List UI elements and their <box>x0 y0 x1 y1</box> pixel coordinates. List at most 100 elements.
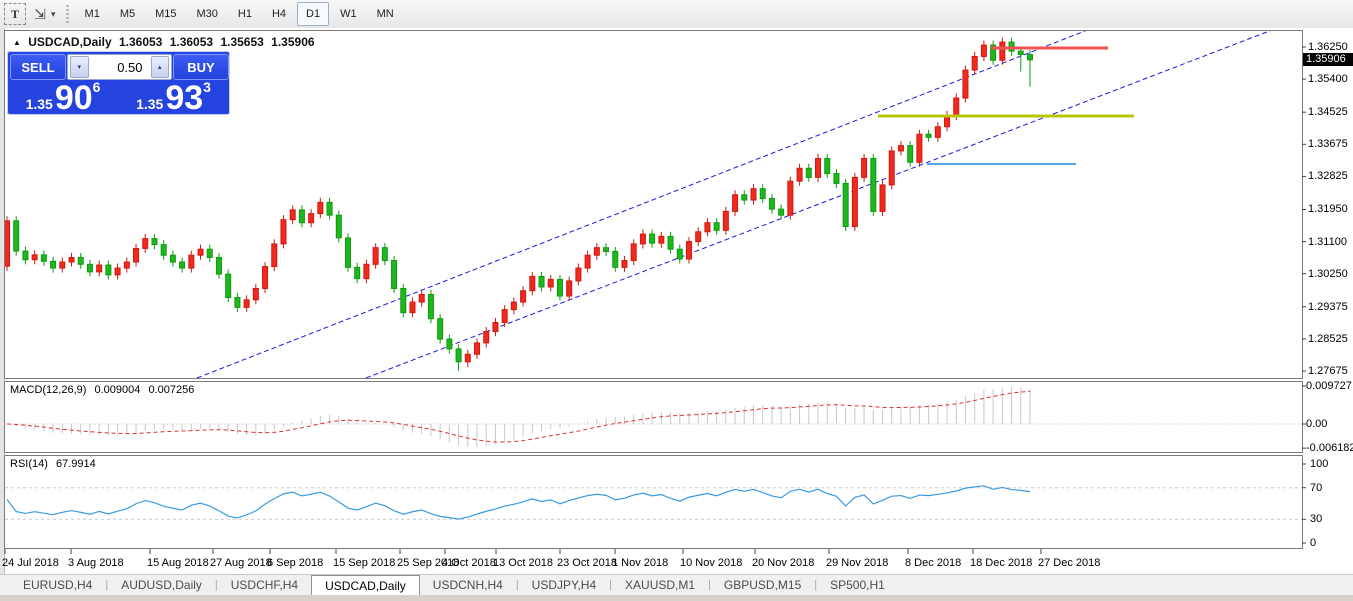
rsi-name: RSI(14) <box>10 458 48 470</box>
axis-ticks <box>4 46 1306 554</box>
date-axis-label: 29 Nov 2018 <box>826 557 889 569</box>
tab-separator: | <box>708 579 711 591</box>
timeframe-h4[interactable]: H4 <box>271 8 287 20</box>
date-axis-label: 23 Oct 2018 <box>557 557 617 569</box>
window-bottom-frame <box>0 595 1353 601</box>
price-pane-border <box>4 30 1303 379</box>
price-axis-label: 1.27675 <box>1308 365 1348 378</box>
date-axis-label: 13 Oct 2018 <box>493 557 553 569</box>
date-axis-label: 20 Nov 2018 <box>752 557 815 569</box>
tab-usdcad-daily[interactable]: USDCAD,Daily <box>311 575 420 595</box>
macd-label: MACD(12,26,9) 0.009004 0.007256 <box>10 384 199 396</box>
volume-increase-button[interactable]: ▴ <box>150 56 169 78</box>
date-axis-label: 8 Dec 2018 <box>905 557 962 569</box>
timeframe-m15[interactable]: M15 <box>155 8 177 20</box>
tab-gbpusd-m15[interactable]: GBPUSD,M15 <box>723 578 802 592</box>
ohlc-high: 1.36053 <box>169 35 214 49</box>
objects-arrows-icon[interactable]: ⇲ <box>34 5 46 22</box>
buy-button[interactable]: BUY <box>173 54 229 80</box>
tab-separator: | <box>105 579 109 591</box>
tab-separator: | <box>814 579 818 591</box>
tab-audusd-daily[interactable]: AUDUSD,Daily <box>121 578 202 592</box>
timeframe-h1[interactable]: H1 <box>237 8 252 20</box>
tab-xauusd-m1[interactable]: XAUUSD,M1 <box>625 578 696 592</box>
timeframe-mn[interactable]: MN <box>376 8 394 20</box>
rsi-axis-label: 100 <box>1310 458 1329 470</box>
macd-axis-label: -0.006182 <box>1306 442 1353 455</box>
tab-usdjpy-h4[interactable]: USDJPY,H4 <box>531 578 597 592</box>
price-axis-label: 1.31100 <box>1308 235 1347 248</box>
tab-separator: | <box>609 579 613 591</box>
macd-name: MACD(12,26,9) <box>10 384 87 396</box>
rsi-pane-border <box>4 455 1303 549</box>
tab-usdcnh-h4[interactable]: USDCNH,H4 <box>432 578 503 592</box>
toolbar-grip <box>65 5 69 23</box>
macd-axis-label: 0.009727 <box>1306 380 1352 392</box>
price-axis-label: 1.31950 <box>1308 203 1348 216</box>
price-axis-label: 1.29375 <box>1308 300 1348 313</box>
date-axis-label: 6 Sep 2018 <box>267 557 324 569</box>
rsi-axis-label: 0 <box>1310 537 1317 549</box>
timeframe-m30[interactable]: M30 <box>196 8 218 20</box>
date-axis-label: 10 Nov 2018 <box>680 557 743 569</box>
sell-price-pips: 90 <box>54 79 93 117</box>
macd-axis-label: 0.00 <box>1306 418 1328 430</box>
chart-title: ▲ USDCAD,Daily 1.36053 1.36053 1.35653 1… <box>13 35 319 49</box>
buy-price-pips: 93 <box>165 79 204 117</box>
text-label-tool-icon[interactable]: T <box>4 3 26 25</box>
trendlines[interactable] <box>196 29 1272 378</box>
date-axis-label: 25 Sep 2018 <box>397 557 460 569</box>
volume-input[interactable] <box>90 58 149 76</box>
tab-usdchf-h4[interactable]: USDCHF,H4 <box>230 578 299 592</box>
tab-separator: | <box>515 579 519 591</box>
chevron-down-icon[interactable]: ▾ <box>51 8 56 19</box>
tab-sp500-h1[interactable]: SP500,H1 <box>830 578 885 592</box>
volume-box: ▾ ▴ <box>67 54 172 80</box>
price-axis-label: 1.30250 <box>1308 267 1348 280</box>
chart-symbol: USDCAD,Daily <box>28 35 112 49</box>
macd-signal-line <box>6 390 1031 443</box>
timeframe-m5[interactable]: M5 <box>119 8 136 20</box>
sell-price-base: 1.35 <box>25 96 53 112</box>
price-axis-label: 1.35400 <box>1308 73 1348 86</box>
timeframe-w1[interactable]: W1 <box>340 8 357 20</box>
price-axis-label: 1.28525 <box>1308 332 1348 345</box>
tab-separator: | <box>214 579 218 591</box>
one-click-trading-panel: SELL ▾ ▴ BUY 1.35 90 6 1.35 93 3 <box>7 51 230 115</box>
channel-lower[interactable] <box>365 30 1272 378</box>
date-axis-label: 27 Aug 2018 <box>210 557 272 569</box>
ohlc-close: 1.35906 <box>271 35 315 49</box>
price-axis-label: 1.33675 <box>1308 138 1348 151</box>
buy-price[interactable]: 1.35 93 3 <box>120 79 227 117</box>
timeframe-m1[interactable]: M1 <box>84 8 100 20</box>
date-axis-label: 18 Dec 2018 <box>970 557 1033 569</box>
timeframe-toolbar: T ⇲ ▾ M1 M5 M15 M30 H1 H4 D1 W1 MN <box>0 0 1353 29</box>
sell-price[interactable]: 1.35 90 6 <box>10 79 116 117</box>
rsi-label: RSI(14) 67.9914 <box>10 458 101 470</box>
macd-pane-border <box>4 381 1303 453</box>
timeframe-d1[interactable]: D1 <box>297 2 330 26</box>
sell-price-point: 6 <box>92 79 101 95</box>
price-axis-label: 1.32825 <box>1308 170 1348 183</box>
rsi-line <box>6 485 1031 520</box>
date-axis-label: 15 Sep 2018 <box>333 557 396 569</box>
ohlc-low: 1.35653 <box>220 35 264 49</box>
date-axis-label: 3 Aug 2018 <box>68 557 124 569</box>
date-axis-label: 4 Oct 2018 <box>442 557 496 569</box>
price-axis-label: 1.34525 <box>1308 106 1348 119</box>
buy-price-point: 3 <box>203 79 211 95</box>
window-collapse-icon: ▲ <box>13 38 21 47</box>
rsi-axis-label: 70 <box>1310 481 1323 494</box>
date-axis-label: 1 Nov 2018 <box>612 557 669 569</box>
chart-window <box>0 28 1353 574</box>
timeframe-buttons: M1 M5 M15 M30 H1 H4 D1 W1 MN <box>75 2 404 26</box>
volume-decrease-button[interactable]: ▾ <box>70 56 89 78</box>
ohlc-open: 1.36053 <box>118 35 163 49</box>
sell-button[interactable]: SELL <box>10 54 66 80</box>
date-axis-label: 15 Aug 2018 <box>147 557 209 569</box>
macd-signal-value: 0.007256 <box>148 384 195 396</box>
tab-eurusd-h4[interactable]: EURUSD,H4 <box>23 578 93 592</box>
horizontal-lines[interactable] <box>878 46 1134 165</box>
